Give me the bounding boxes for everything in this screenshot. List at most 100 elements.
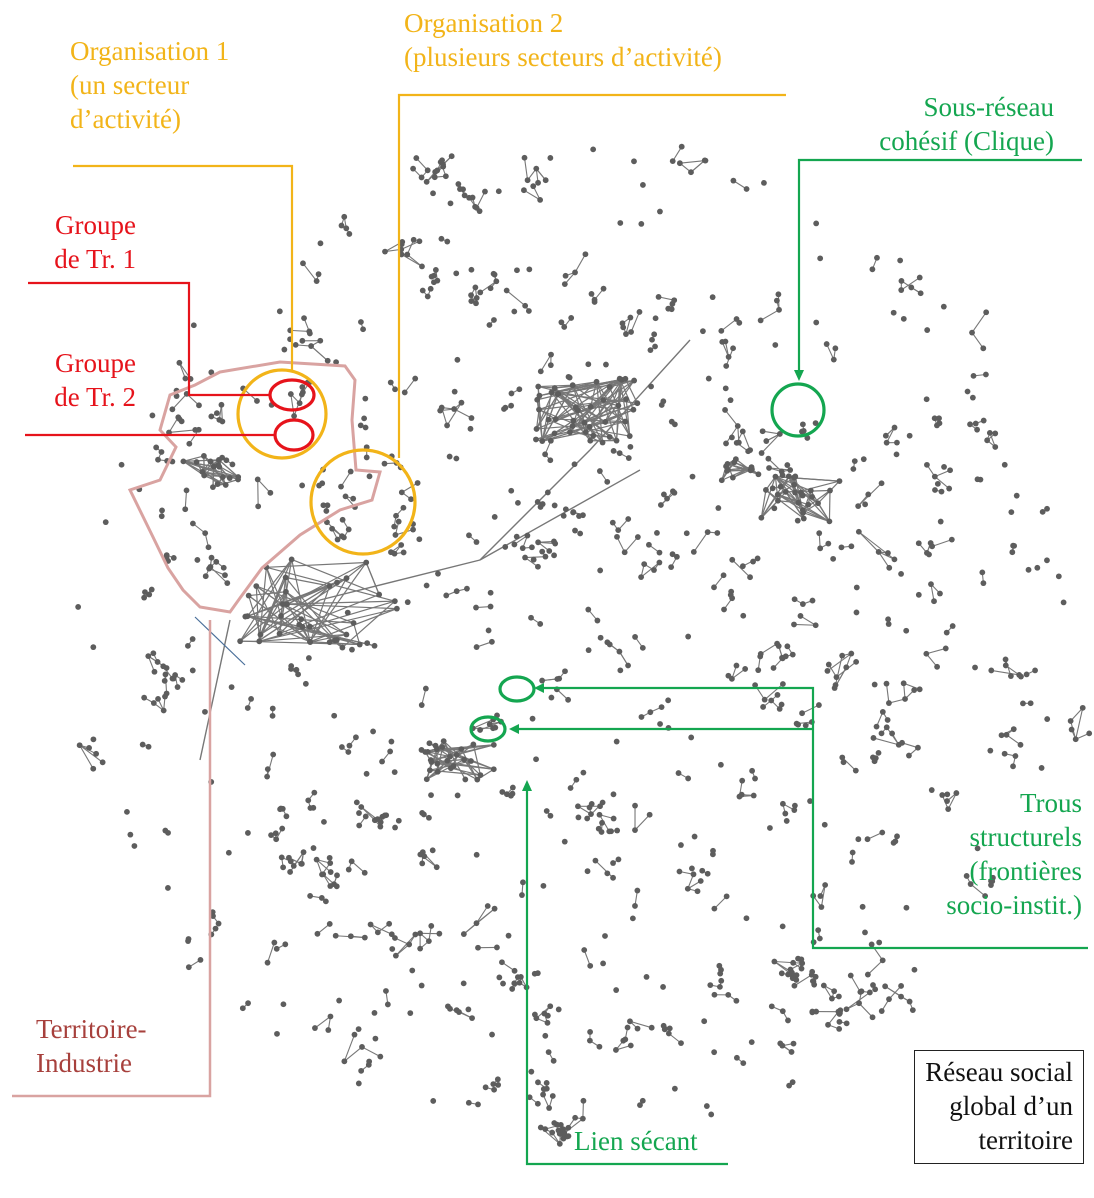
network-node (210, 913, 216, 919)
network-node (892, 838, 899, 845)
network-edge (590, 378, 621, 408)
network-node (711, 991, 718, 998)
network-edge (535, 422, 585, 441)
network-node (224, 580, 231, 587)
network-node (864, 971, 871, 978)
network-node (299, 384, 306, 390)
network-node (214, 481, 221, 487)
network-node (362, 813, 369, 820)
subnetwork-label-line-1: Sous-réseau (923, 92, 1054, 122)
network-node (219, 474, 226, 481)
network-node (423, 776, 430, 783)
network-node (689, 473, 696, 480)
network-node (711, 905, 718, 912)
network-node (569, 382, 576, 389)
network-node (718, 966, 724, 973)
network-node (676, 160, 683, 167)
network-node (338, 222, 345, 229)
network-node (264, 773, 271, 780)
network-node (850, 466, 857, 472)
network-node (690, 871, 697, 878)
network-node (526, 1094, 533, 1101)
network-node (539, 548, 546, 555)
network-node (734, 423, 741, 429)
network-node (934, 663, 940, 670)
network-node (356, 641, 363, 648)
network-node (355, 1026, 362, 1033)
network-edge (265, 567, 282, 617)
network-node (596, 1043, 603, 1050)
structural-holes-label-line-1: Trous (1019, 788, 1082, 818)
network-node (967, 881, 974, 887)
network-node (488, 638, 495, 645)
network-edge (210, 566, 228, 584)
network-node (718, 977, 725, 984)
network-edges (79, 146, 1090, 1145)
network-node (964, 388, 971, 395)
network-edge (291, 559, 311, 643)
network-node (139, 741, 146, 748)
network-node (622, 1036, 629, 1043)
network-node (613, 437, 620, 444)
network-node (529, 544, 535, 551)
network-edge (679, 160, 706, 164)
network-edge (991, 669, 1020, 676)
network-node (282, 574, 289, 581)
network-node (548, 389, 555, 396)
network-node (600, 397, 607, 403)
network-node (298, 860, 305, 867)
network-node (406, 941, 413, 948)
network-node (343, 575, 350, 582)
network-node (547, 812, 554, 819)
network-node (886, 996, 892, 1003)
network-edge (827, 653, 852, 672)
network-node (423, 582, 430, 589)
network-node (228, 684, 235, 690)
network-node (658, 402, 665, 408)
network-node (210, 484, 216, 491)
network-node (963, 873, 970, 879)
network-node (560, 1126, 566, 1133)
network-node (568, 315, 575, 321)
network-node (898, 993, 904, 1000)
network-node (729, 556, 736, 563)
network-node (673, 553, 680, 560)
network-node (345, 866, 352, 873)
network-node (244, 705, 251, 711)
subnetwork-label: Sous-réseau cohésif (Clique) (879, 90, 1054, 158)
network-node (898, 983, 904, 989)
network-edge (470, 760, 494, 770)
network-node (1010, 726, 1017, 733)
network-node (575, 803, 581, 810)
network-node (941, 464, 947, 470)
group1-label-line-1: Groupe (55, 210, 136, 240)
network-node (817, 893, 824, 899)
network-node (621, 549, 628, 556)
network-node (179, 677, 186, 683)
network-node (931, 473, 938, 480)
network-edge (352, 622, 361, 645)
network-node (555, 1006, 562, 1013)
network-node (761, 696, 768, 703)
network-node (509, 784, 516, 791)
network-node (298, 616, 305, 623)
network-node (684, 885, 691, 892)
network-node (545, 1049, 552, 1056)
network-node (444, 238, 451, 245)
network-node (556, 1130, 563, 1137)
network-node (189, 667, 196, 674)
network-node (862, 929, 868, 936)
network-node (339, 644, 346, 651)
network-edge (595, 860, 614, 879)
network-node (539, 438, 546, 445)
network-node (551, 502, 558, 509)
network-node (159, 507, 165, 514)
network-node (186, 440, 193, 447)
network-node (461, 192, 468, 199)
network-node (616, 450, 623, 457)
network-edge (476, 905, 489, 924)
network-node (341, 1058, 348, 1065)
network-node (295, 671, 301, 678)
network-node (882, 432, 889, 439)
network-node (280, 1001, 287, 1008)
